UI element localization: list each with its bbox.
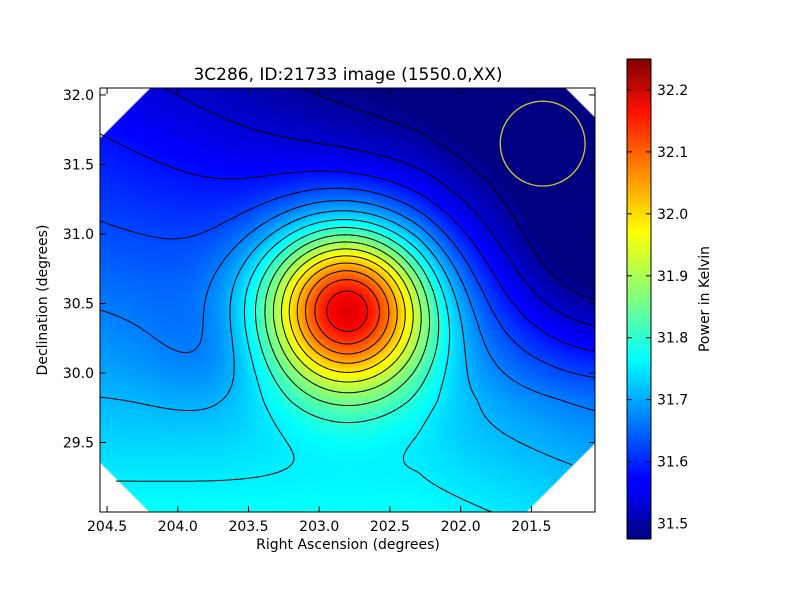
colorbar-tick-label: 32.1 [657,145,688,161]
contour-line [164,88,595,327]
contour-lines [100,88,595,512]
chart-title: 3C286, ID:21733 image (1550.0,XX) [193,65,502,85]
x-axis-label: Right Ascension (degrees) [256,537,440,553]
x-tick-label: 202.0 [441,519,481,535]
y-tick-label: 29.5 [63,435,94,451]
contour-line [100,187,595,379]
x-axis-ticks: 204.5 204.0 203.5 203.0 202.5 202.0 201.5 [87,88,551,535]
colorbar-tick-label: 31.6 [657,455,688,471]
colorbar-label: Power in Kelvin [697,246,713,352]
contour-line [314,279,380,345]
contour-line [305,270,390,355]
contour-line [280,248,414,383]
contour-line [326,290,368,332]
x-tick-label: 203.0 [299,519,339,535]
colorbar-tick-label: 32.2 [657,83,688,99]
x-tick-label: 201.5 [511,519,551,535]
colorbar-frame [626,58,652,540]
contour-line [264,234,430,406]
y-axis-ticks: 29.5 30.0 30.5 31.0 31.5 32.0 [63,88,595,451]
x-tick-label: 203.5 [228,519,268,535]
colorbar: 31.5 31.6 31.7 31.8 31.9 32.0 32.1 32.2 Power i… [626,58,713,540]
colorbar-tick-label: 31.8 [657,331,688,347]
y-tick-label: 30.5 [63,296,94,312]
contour-line [255,226,440,424]
y-tick-label: 31.5 [63,157,94,173]
x-tick-label: 204.5 [87,519,127,535]
contour-line [272,241,422,394]
beam-marker-circle [499,100,586,187]
plot-frame [99,87,596,513]
y-tick-label: 30.0 [63,366,94,382]
contour-line [296,262,398,364]
contour-line [116,219,492,512]
colorbar-ticks: 31.5 31.6 31.7 31.8 31.9 32.0 32.1 32.2 [627,83,688,533]
x-tick-label: 204.0 [158,519,198,535]
colorbar-tick-label: 31.5 [657,517,688,533]
y-axis-label: Declination (degrees) [35,225,51,376]
contour-line [100,200,595,412]
heatmap-image [100,88,595,512]
colorbar-gradient [627,59,651,539]
x-tick-label: 202.5 [370,519,410,535]
colorbar-tick-label: 31.7 [657,393,688,409]
y-tick-label: 31.0 [63,227,94,243]
contour-line [100,133,595,352]
contour-line [301,88,595,300]
contour-line [288,255,406,373]
colorbar-tick-label: 32.0 [657,207,688,223]
contour-line [100,210,573,466]
heatmap-plot-area [100,88,595,512]
colorbar-tick-label: 31.9 [657,269,688,285]
y-tick-label: 32.0 [63,88,94,104]
